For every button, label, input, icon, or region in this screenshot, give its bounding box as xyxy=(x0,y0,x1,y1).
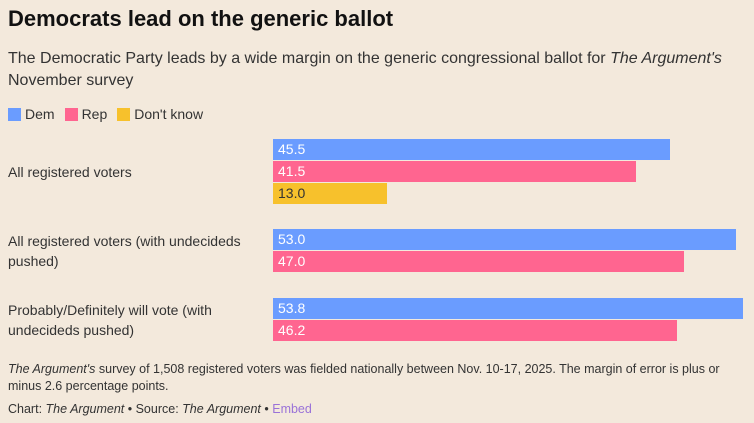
bar-dem: 53.8 xyxy=(273,298,743,319)
data-label: 41.5 xyxy=(278,163,306,179)
subtitle-emphasis: The Argument's xyxy=(610,50,722,67)
legend-item: Dem xyxy=(8,106,55,122)
data-label: 53.0 xyxy=(278,231,306,247)
bar-dem: 45.5 xyxy=(273,139,671,160)
bar-dem: 53.0 xyxy=(273,229,736,250)
data-label: 46.2 xyxy=(278,322,306,338)
separator: • xyxy=(260,402,273,416)
data-label: 47.0 xyxy=(278,253,306,269)
subtitle-text-end: November survey xyxy=(8,72,134,89)
bar-rep: 46.2 xyxy=(273,320,677,341)
category-label: All registered voters (with undecideds p… xyxy=(8,232,241,269)
legend-swatch xyxy=(8,107,21,121)
legend-item: Rep xyxy=(64,106,108,122)
data-label: 45.5 xyxy=(278,141,306,157)
footnote-emphasis: The Argument's xyxy=(8,362,96,376)
category-label: Probably/Definitely will vote (with unde… xyxy=(8,301,212,338)
bar-don-t-know: 13.0 xyxy=(273,183,387,204)
chart-subtitle: The Democratic Party leads by a wide mar… xyxy=(8,48,728,92)
legend-label: Don't know xyxy=(134,106,204,122)
separator: • xyxy=(124,402,136,416)
data-label: 53.8 xyxy=(278,300,306,316)
source-label: Source: xyxy=(135,402,183,416)
embed-link[interactable]: Embed xyxy=(272,402,312,416)
chart-credit: The Argument xyxy=(45,402,125,416)
legend-label: Rep xyxy=(81,106,108,122)
data-label: 13.0 xyxy=(278,185,306,201)
bar-rep: 41.5 xyxy=(273,161,636,182)
legend: Dem Rep Don't know xyxy=(8,106,203,122)
footnote-text: survey of 1,508 registered voters was fi… xyxy=(8,362,720,393)
footnote: The Argument's survey of 1,508 registere… xyxy=(8,361,748,395)
legend-label: Dem xyxy=(25,106,55,122)
legend-item: Don't know xyxy=(117,106,203,122)
category-label: All registered voters xyxy=(8,163,132,180)
subtitle-text: The Democratic Party leads by a wide mar… xyxy=(8,50,611,67)
bar-rep: 47.0 xyxy=(273,251,684,272)
chart-label: Chart: xyxy=(8,402,46,416)
chart-title: Democrats lead on the generic ballot xyxy=(8,6,394,31)
source-credit: The Argument xyxy=(182,402,261,416)
legend-swatch xyxy=(117,107,131,121)
source-line: Chart: The Argument • Source: The Argume… xyxy=(8,402,312,416)
legend-swatch xyxy=(64,107,78,121)
